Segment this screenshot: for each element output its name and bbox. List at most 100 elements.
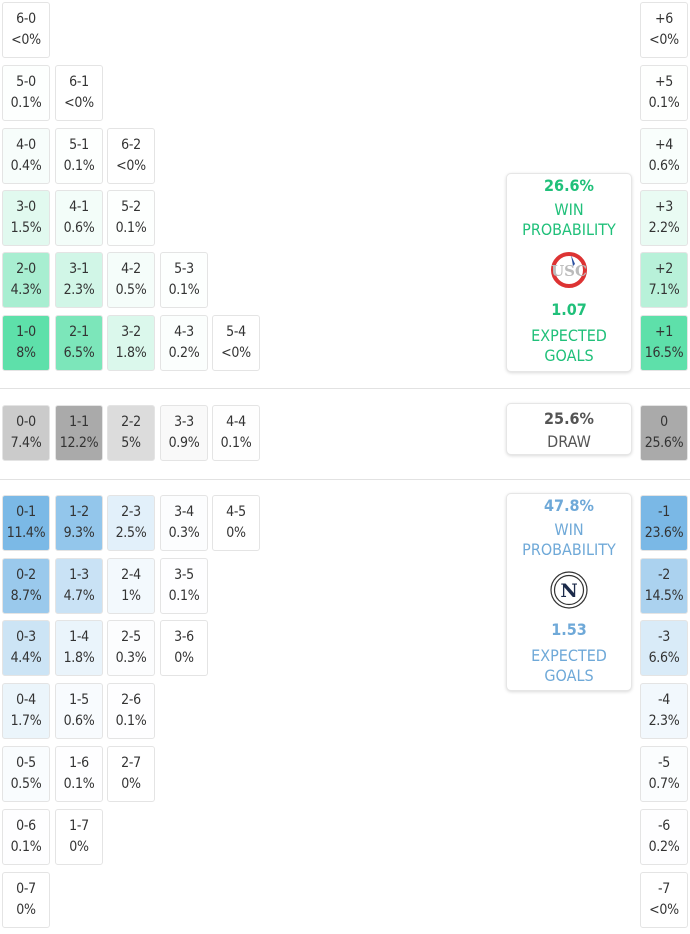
score-label: 1-7 <box>69 818 89 834</box>
score-label: 2-3 <box>121 504 141 520</box>
probability-label: 2.5% <box>115 525 147 541</box>
scoreline-cell: 1-5 0.6% <box>55 683 103 739</box>
scoreline-cell: 0-4 1.7% <box>2 683 50 739</box>
probability-label: 0.1% <box>63 776 95 792</box>
probability-label: 4.4% <box>10 650 42 666</box>
probability-label: 0.6% <box>648 158 680 174</box>
score-label: +4 <box>655 137 673 153</box>
score-label: 0-6 <box>16 818 36 834</box>
score-label: -2 <box>658 567 670 583</box>
score-label: 4-1 <box>69 199 89 215</box>
scoreline-cell: 0-7 0% <box>2 872 50 928</box>
score-label: 0-1 <box>16 504 36 520</box>
probability-label: 0.1% <box>10 95 42 111</box>
score-label: -3 <box>658 629 670 645</box>
score-label: 1-3 <box>69 567 89 583</box>
score-label: 5-0 <box>16 74 36 90</box>
scoreline-cell: 0-6 0.1% <box>2 809 50 865</box>
probability-label: 0.1% <box>648 95 680 111</box>
score-label: 6-1 <box>69 74 89 90</box>
probability-label: 0% <box>174 650 194 666</box>
draw-label: DRAW <box>547 431 591 451</box>
probability-label: 6.5% <box>63 345 95 361</box>
xg-label: EXPECTED <box>531 326 607 345</box>
score-label: -4 <box>658 692 670 708</box>
svg-text:USC: USC <box>551 262 587 280</box>
probability-label: 0% <box>69 839 89 855</box>
scoreline-cell: 0-2 8.7% <box>2 558 50 614</box>
scoreline-cell: 5-2 0.1% <box>107 190 155 246</box>
score-label: 4-0 <box>16 137 36 153</box>
score-label: 2-4 <box>121 567 141 583</box>
score-label: 3-4 <box>174 504 194 520</box>
probability-label: 0.1% <box>220 435 252 451</box>
score-label: +3 <box>655 199 673 215</box>
scoreline-cell: 2-3 2.5% <box>107 495 155 551</box>
score-label: 5-4 <box>226 324 246 340</box>
margin-cell: +3 2.2% <box>640 190 688 246</box>
scoreline-cell: 6-2 <0% <box>107 128 155 184</box>
probability-label: 0.6% <box>63 220 95 236</box>
scoreline-cell: 0-0 7.4% <box>2 405 50 461</box>
margin-cell: +2 7.1% <box>640 252 688 308</box>
probability-label: 6.6% <box>648 650 680 666</box>
scoreline-cell: 6-0 <0% <box>2 2 50 58</box>
probability-label: <0% <box>64 95 94 111</box>
score-label: 4-2 <box>121 261 141 277</box>
probability-label: 0.6% <box>63 713 95 729</box>
score-label: -1 <box>658 504 670 520</box>
scoreline-cell: 4-4 0.1% <box>212 405 260 461</box>
probability-label: 0.1% <box>168 588 200 604</box>
probability-label: 12.2% <box>59 435 99 451</box>
scoreline-cell: 5-1 0.1% <box>55 128 103 184</box>
probability-label: 0.3% <box>115 650 147 666</box>
score-label: 4-3 <box>174 324 194 340</box>
probability-label: 0.2% <box>168 345 200 361</box>
margin-cell: -2 14.5% <box>640 558 688 614</box>
probability-label: 8.7% <box>10 588 42 604</box>
away-win-pct: 47.8% <box>544 496 594 515</box>
score-label: 2-1 <box>69 324 89 340</box>
scoreline-cell: 3-0 1.5% <box>2 190 50 246</box>
score-label: 0-3 <box>16 629 36 645</box>
away-win-card: 47.8% WIN PROBABILITY N 1.53 EXPECTED GO… <box>506 493 632 691</box>
score-label: 1-6 <box>69 755 89 771</box>
scoreline-cell: 1-6 0.1% <box>55 746 103 802</box>
probability-label: 1.8% <box>63 650 95 666</box>
score-label: -5 <box>658 755 670 771</box>
scoreline-cell: 1-3 4.7% <box>55 558 103 614</box>
probability-label: 11.4% <box>6 525 46 541</box>
probability-label: 7.4% <box>10 435 42 451</box>
score-label: 6-2 <box>121 137 141 153</box>
home-xg: 1.07 <box>551 300 587 319</box>
score-label: 6-0 <box>16 11 36 27</box>
probability-label: 14.5% <box>644 588 684 604</box>
scoreline-cell: 0-5 0.5% <box>2 746 50 802</box>
probability-label: 0.5% <box>115 282 147 298</box>
probability-label: 16.5% <box>644 345 684 361</box>
margin-cell: -4 2.3% <box>640 683 688 739</box>
score-label: 3-1 <box>69 261 89 277</box>
score-label: -6 <box>658 818 670 834</box>
scoreline-cell: 3-6 0% <box>160 620 208 676</box>
probability-label: 8% <box>16 345 36 361</box>
score-label: 4-5 <box>226 504 246 520</box>
margin-cell: +4 0.6% <box>640 128 688 184</box>
score-label: 2-7 <box>121 755 141 771</box>
win-label: WIN <box>554 200 584 219</box>
scoreline-cell: 2-6 0.1% <box>107 683 155 739</box>
scoreline-cell: 1-1 12.2% <box>55 405 103 461</box>
score-label: 0-5 <box>16 755 36 771</box>
scoreline-cell: 4-3 0.2% <box>160 315 208 371</box>
xg-label: GOALS <box>544 666 594 685</box>
home-win-card: 26.6% WIN PROBABILITY USC 1.07 EXPECTED … <box>506 173 632 372</box>
probability-label: 0% <box>226 525 246 541</box>
home-win-pct: 26.6% <box>544 176 594 195</box>
win-label: WIN <box>554 520 584 539</box>
draw-pct: 25.6% <box>544 408 594 428</box>
probability-label: 0.9% <box>168 435 200 451</box>
margin-cell: -7 <0% <box>640 872 688 928</box>
probability-label: 0.1% <box>168 282 200 298</box>
score-label: 2-2 <box>121 414 141 430</box>
away-xg: 1.53 <box>551 620 587 639</box>
